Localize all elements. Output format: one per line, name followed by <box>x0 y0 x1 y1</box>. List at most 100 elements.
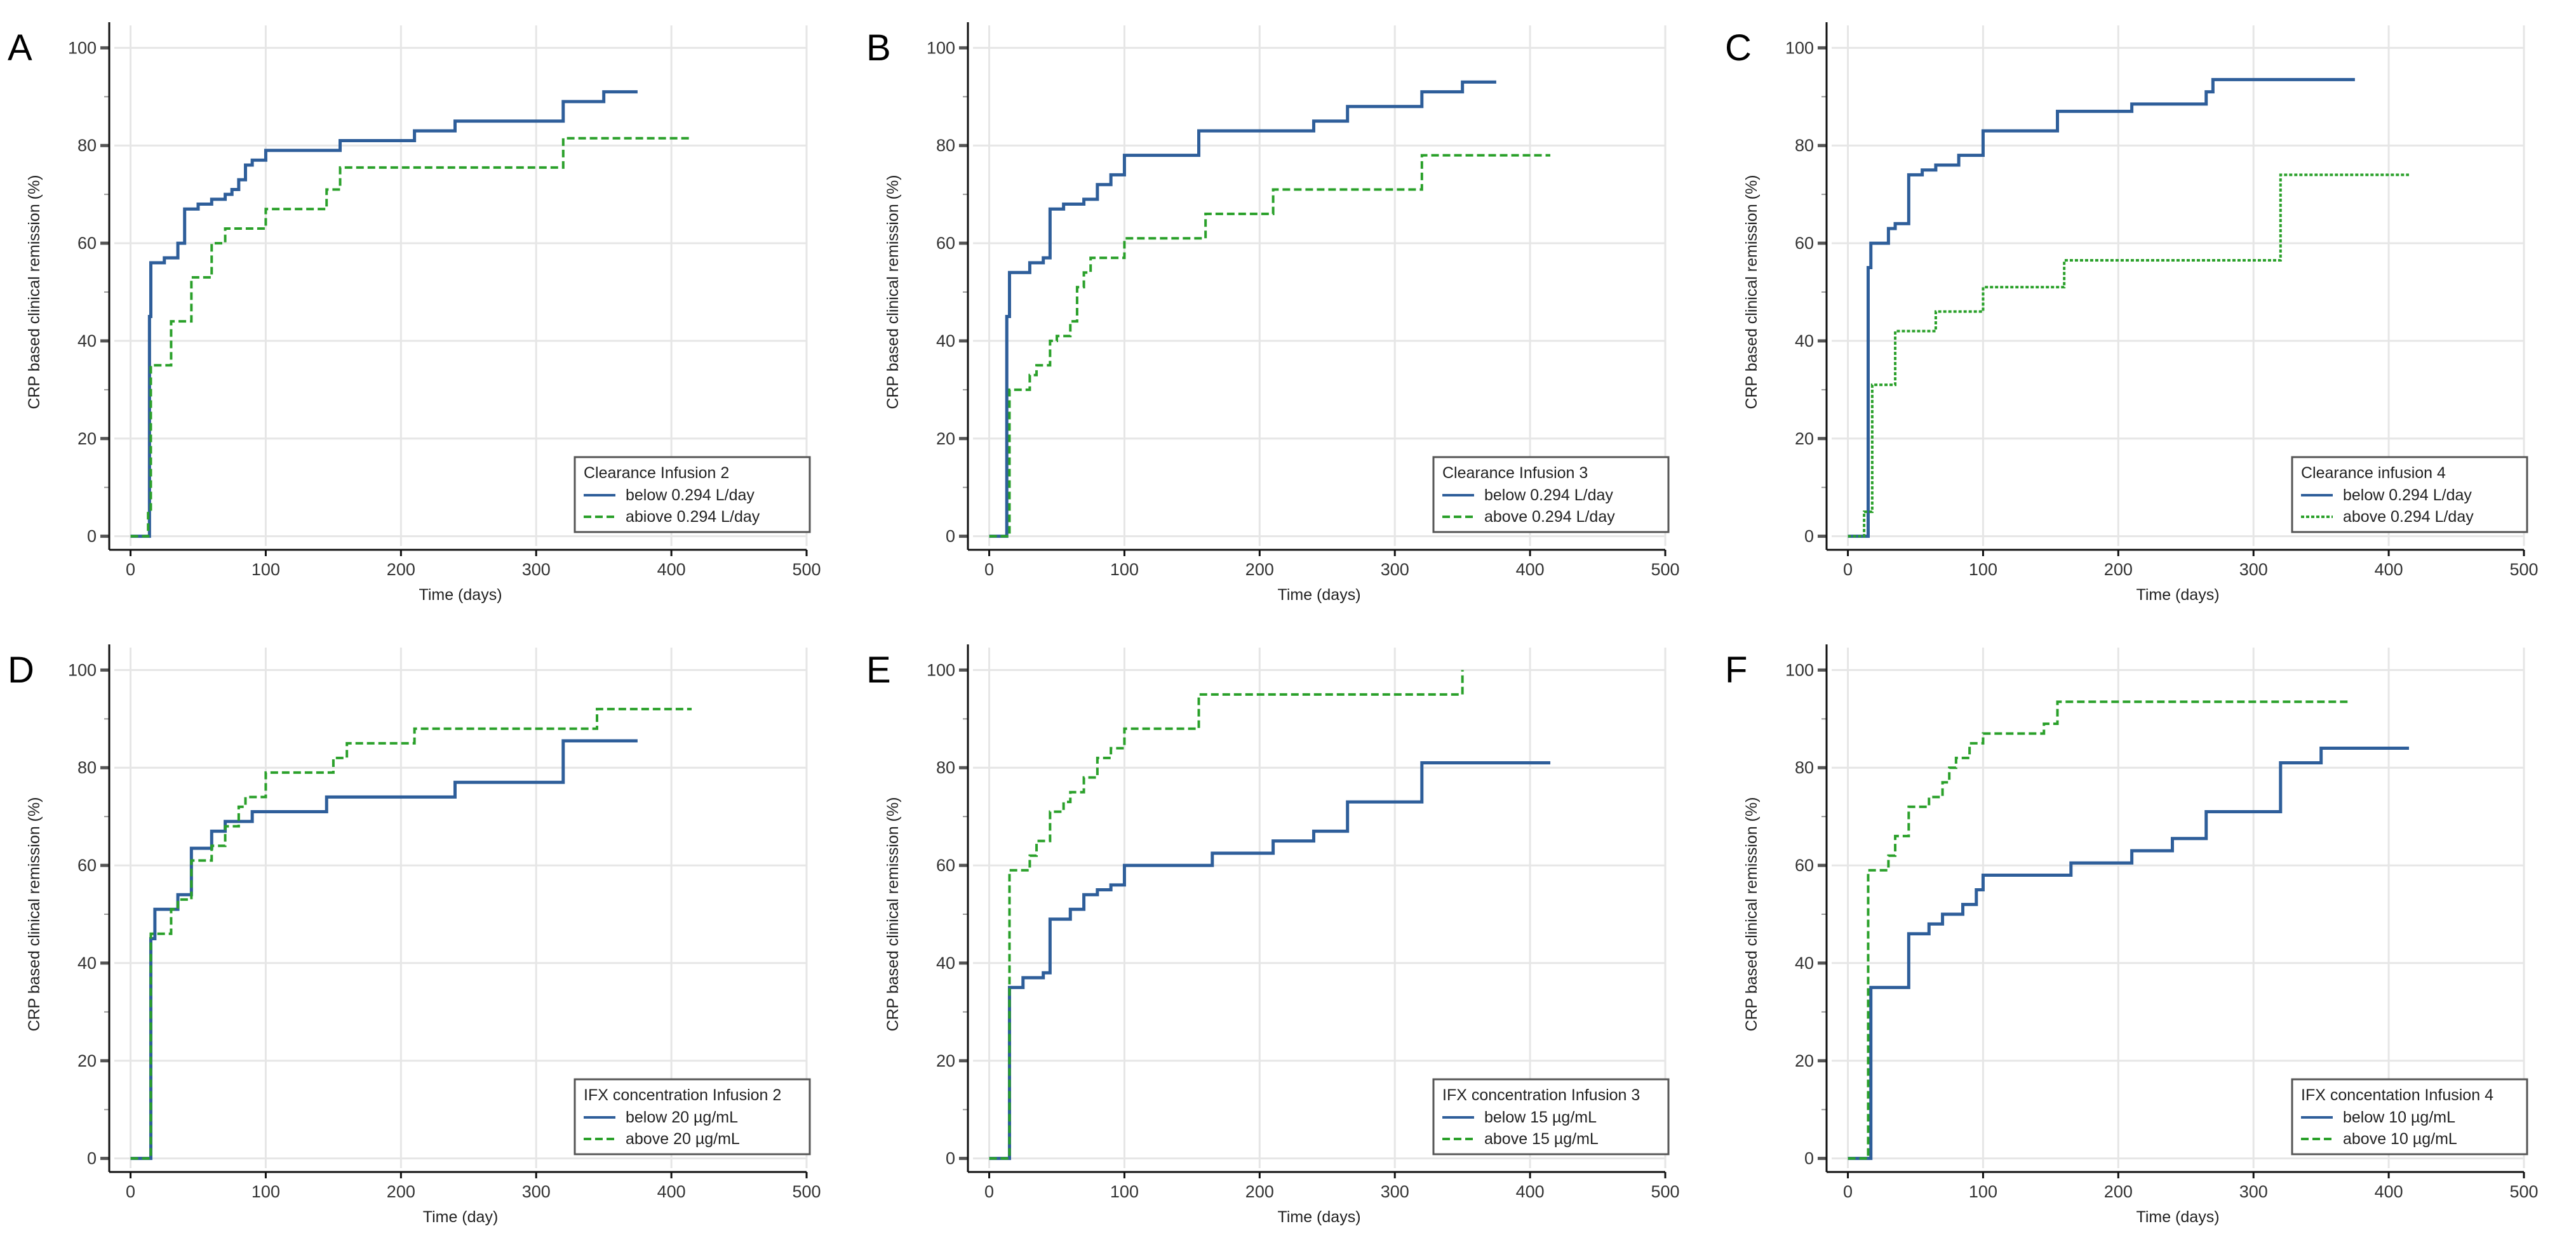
x-tick-label: 200 <box>2104 560 2133 579</box>
panel-c: C 0 100 200 300 400 500 0 20 40 60 80 100 Time (days)… <box>1717 0 2576 622</box>
y-tick-label: 80 <box>1795 136 1814 155</box>
y-tick-label: 80 <box>77 136 97 155</box>
series-below-line <box>1848 77 2355 538</box>
y-tick-label: 80 <box>77 758 97 777</box>
y-tick-label: 0 <box>1804 1149 1814 1168</box>
x-axis-title: Time (days) <box>1277 586 1360 604</box>
series-above-line <box>130 707 692 1160</box>
y-tick-label: 20 <box>1795 429 1814 448</box>
y-tick-label: 100 <box>68 660 97 679</box>
y-tick-label: 100 <box>68 38 97 57</box>
x-tick-label: 0 <box>1843 560 1853 579</box>
legend-entry-below: below 0.294 L/day <box>2343 486 2472 504</box>
y-axis-title: CRP based clinical remission (%) <box>25 175 43 409</box>
panel-letter: F <box>1725 649 1747 691</box>
legend-entry-below: below 0.294 L/day <box>1484 486 1613 504</box>
legend-entry-below: below 20 µg/mL <box>626 1109 738 1126</box>
series-above-line <box>130 136 692 538</box>
x-tick-label: 500 <box>1651 1182 1679 1201</box>
panel-e: E 0 100 200 300 400 500 0 20 40 60 80 100 Time (days)… <box>859 622 1717 1244</box>
legend-entry-above: above 20 µg/mL <box>626 1130 740 1148</box>
x-tick-label: 300 <box>2239 1182 2268 1201</box>
x-tick-label: 400 <box>2375 1182 2403 1201</box>
x-axis-title: Time (day) <box>423 1208 499 1226</box>
x-tick-label: 300 <box>1381 1182 1409 1201</box>
y-tick-label: 60 <box>77 856 97 875</box>
km-plot: D 0 100 200 300 400 500 0 20 40 60 80 100 Time (day) C… <box>8 644 821 1226</box>
km-plot: E 0 100 200 300 400 500 0 20 40 60 80 100 Time (days)… <box>866 644 1680 1226</box>
x-tick-label: 0 <box>984 1182 994 1201</box>
y-tick-label: 60 <box>936 856 955 875</box>
km-plot: F 0 100 200 300 400 500 0 20 40 60 80 100 Time (days)… <box>1725 644 2539 1226</box>
legend-entry-above: above 0.294 L/day <box>2343 508 2474 526</box>
y-tick-label: 80 <box>1795 758 1814 777</box>
y-tick-label: 40 <box>1795 954 1814 973</box>
x-tick-label: 100 <box>1110 560 1139 579</box>
x-tick-label: 300 <box>1381 560 1409 579</box>
panel-f: F 0 100 200 300 400 500 0 20 40 60 80 100 Time (days)… <box>1717 622 2576 1244</box>
panel-letter: C <box>1725 27 1752 69</box>
legend: Clearance Infusion 3 below 0.294 L/day abo… <box>1432 456 1670 533</box>
panel-letter: D <box>8 649 34 691</box>
legend: IFX concentration Infusion 2 below 20 µg/… <box>574 1078 811 1155</box>
series-above-line <box>1848 173 2410 538</box>
x-tick-label: 500 <box>2509 560 2538 579</box>
legend-title: Clearance infusion 4 <box>2301 464 2446 482</box>
x-axis-title: Time (days) <box>1277 1208 1360 1226</box>
y-tick-label: 60 <box>1795 234 1814 253</box>
km-plot: A 0 100 200 300 400 500 0 20 40 60 80 100 Time (days)… <box>8 22 821 604</box>
panel-b: B 0 100 200 300 400 500 0 20 40 60 80 100 Time (days)… <box>859 0 1717 622</box>
y-axis-title: CRP based clinical remission (%) <box>884 797 902 1031</box>
series-above-line <box>1848 700 2349 1160</box>
x-tick-label: 200 <box>1245 1182 1274 1201</box>
y-axis-title: CRP based clinical remission (%) <box>884 175 902 409</box>
series-above-line <box>989 670 1464 1160</box>
panel-letter: B <box>866 27 891 69</box>
legend-title: Clearance Infusion 3 <box>1442 464 1588 482</box>
x-tick-label: 100 <box>1110 1182 1139 1201</box>
legend: IFX concentration Infusion 3 below 15 µg/… <box>1432 1078 1670 1155</box>
series-below-line <box>989 761 1551 1161</box>
y-tick-label: 60 <box>1795 856 1814 875</box>
legend-entry-above: above 10 µg/mL <box>2343 1130 2457 1148</box>
series-below-line <box>130 90 638 538</box>
y-tick-label: 80 <box>936 758 955 777</box>
x-tick-label: 100 <box>1969 1182 1997 1201</box>
y-tick-label: 0 <box>946 1149 955 1168</box>
x-tick-label: 0 <box>126 1182 135 1201</box>
x-tick-label: 500 <box>1651 560 1679 579</box>
x-tick-label: 200 <box>2104 1182 2133 1201</box>
y-tick-label: 100 <box>927 38 955 57</box>
series-below-line <box>130 739 638 1161</box>
legend-entry-below: below 0.294 L/day <box>626 486 755 504</box>
legend-entry-below: below 10 µg/mL <box>2343 1109 2455 1126</box>
y-tick-label: 0 <box>1804 527 1814 546</box>
y-tick-label: 40 <box>936 331 955 350</box>
x-tick-label: 400 <box>657 1182 686 1201</box>
legend-title: Clearance Infusion 2 <box>584 464 729 482</box>
x-tick-label: 100 <box>252 560 280 579</box>
legend: Clearance infusion 4 below 0.294 L/day abo… <box>2291 456 2528 533</box>
legend-title: IFX concentration Infusion 2 <box>584 1086 781 1104</box>
legend: IFX concentation Infusion 4 below 10 µg/m… <box>2291 1078 2528 1155</box>
legend-entry-below: below 15 µg/mL <box>1484 1109 1597 1126</box>
x-tick-label: 200 <box>387 560 415 579</box>
legend: Clearance Infusion 2 below 0.294 L/day abi… <box>574 456 811 533</box>
km-plot: B 0 100 200 300 400 500 0 20 40 60 80 100 Time (days)… <box>866 22 1680 604</box>
y-tick-label: 100 <box>927 660 955 679</box>
y-tick-label: 20 <box>1795 1051 1814 1070</box>
y-tick-label: 40 <box>936 954 955 973</box>
y-tick-label: 20 <box>936 429 955 448</box>
x-tick-label: 0 <box>126 560 135 579</box>
y-tick-label: 0 <box>946 527 955 546</box>
km-plot: C 0 100 200 300 400 500 0 20 40 60 80 100 Time (days)… <box>1725 22 2539 604</box>
x-tick-label: 100 <box>252 1182 280 1201</box>
y-tick-label: 20 <box>77 429 97 448</box>
series-above-line <box>989 154 1551 538</box>
x-tick-label: 500 <box>2509 1182 2538 1201</box>
x-tick-label: 200 <box>1245 560 1274 579</box>
x-tick-label: 100 <box>1969 560 1997 579</box>
x-tick-label: 400 <box>1516 560 1545 579</box>
x-axis-title: Time (days) <box>2136 1208 2219 1226</box>
